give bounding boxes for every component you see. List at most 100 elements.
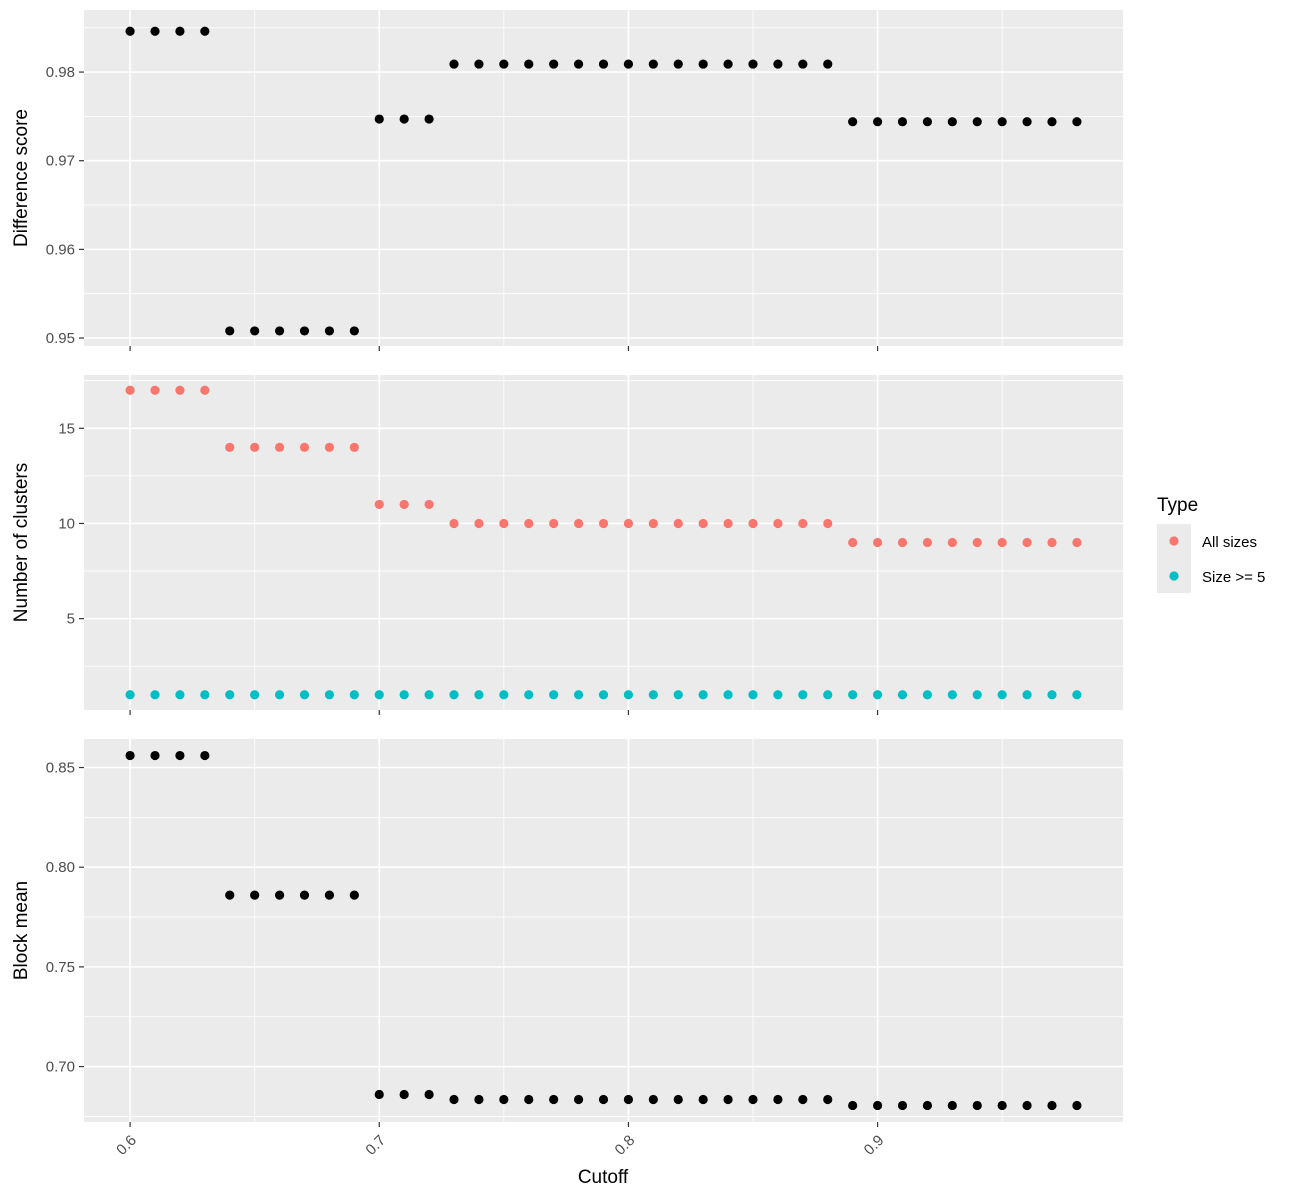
data-point xyxy=(648,690,658,700)
data-point xyxy=(648,1094,658,1105)
data-point xyxy=(698,690,708,700)
data-point xyxy=(499,518,509,529)
data-point xyxy=(573,1094,584,1105)
data-point xyxy=(823,690,833,700)
data-point xyxy=(773,518,783,529)
data-point xyxy=(673,1094,683,1105)
x-tick-label: 0.7 xyxy=(362,1132,389,1159)
data-point xyxy=(225,890,235,900)
data-point xyxy=(872,117,883,127)
data-point xyxy=(150,385,160,395)
data-point xyxy=(524,690,534,700)
y-tick-label: 0.80 xyxy=(46,859,75,876)
data-point xyxy=(1072,117,1082,127)
data-point xyxy=(972,1100,982,1111)
data-point xyxy=(324,326,335,336)
data-point xyxy=(499,1094,509,1105)
data-point xyxy=(499,59,509,69)
data-point xyxy=(997,1100,1007,1111)
data-point xyxy=(374,1089,384,1100)
data-point xyxy=(773,690,783,700)
data-point xyxy=(524,518,534,529)
data-point xyxy=(449,1094,459,1105)
data-point xyxy=(474,690,484,700)
data-point xyxy=(549,690,559,700)
data-point xyxy=(773,59,783,69)
y-tick-label: 0.85 xyxy=(46,760,75,777)
data-point xyxy=(1022,690,1032,700)
data-point xyxy=(250,690,260,700)
data-point xyxy=(299,442,310,452)
data-point xyxy=(200,26,210,36)
data-point xyxy=(798,59,808,69)
data-point xyxy=(225,326,235,336)
data-point xyxy=(150,750,160,761)
data-point xyxy=(1022,1100,1032,1111)
legend: Type All sizes Size >= 5 xyxy=(1157,495,1265,593)
data-point xyxy=(872,537,883,548)
legend-key-background xyxy=(1157,524,1191,593)
data-point xyxy=(200,750,210,761)
data-point xyxy=(748,1094,758,1105)
data-point xyxy=(125,750,135,761)
series-all-sizes xyxy=(125,385,1082,548)
data-point xyxy=(274,326,285,336)
data-point xyxy=(424,1089,434,1100)
y-axis-title-number-of-clusters: Number of clusters xyxy=(11,463,32,622)
data-point xyxy=(798,1094,808,1105)
data-point xyxy=(524,59,534,69)
y-axis-title-difference-score: Difference score xyxy=(11,109,32,247)
data-point xyxy=(748,59,758,69)
data-point xyxy=(598,518,609,529)
panel-background xyxy=(84,739,1123,1122)
legend-label-all-sizes: All sizes xyxy=(1202,534,1257,551)
data-point xyxy=(349,890,359,900)
data-point xyxy=(250,890,260,900)
data-point xyxy=(274,442,285,452)
data-point xyxy=(125,385,135,395)
data-point xyxy=(947,537,957,548)
series-size-5 xyxy=(125,690,1082,700)
y-tick-label: 0.75 xyxy=(46,959,75,976)
data-point xyxy=(848,117,858,127)
y-tick-label: 0.98 xyxy=(46,64,75,81)
data-point xyxy=(449,59,459,69)
data-point xyxy=(848,690,858,700)
data-point xyxy=(324,690,335,700)
data-point xyxy=(175,385,185,395)
data-point xyxy=(549,518,559,529)
series-series xyxy=(125,26,1082,336)
data-point xyxy=(922,537,933,548)
panel-block-mean: 0.70 0.75 0.80 0.85 Block mean xyxy=(11,739,1123,1127)
data-point xyxy=(723,1094,733,1105)
data-point xyxy=(972,690,982,700)
data-point xyxy=(673,518,683,529)
data-point xyxy=(798,690,808,700)
data-point xyxy=(872,690,883,700)
data-point xyxy=(922,1100,933,1111)
series-series xyxy=(125,750,1082,1111)
legend-key-size-ge-5 xyxy=(1169,571,1179,581)
data-point xyxy=(399,114,409,124)
y-tick-label: 0.95 xyxy=(46,330,75,347)
data-point xyxy=(1022,537,1032,548)
data-point xyxy=(474,518,484,529)
data-point xyxy=(897,690,908,700)
panel-number-of-clusters: 5 10 15 Number of clusters xyxy=(11,375,1123,715)
data-point xyxy=(922,117,933,127)
data-point xyxy=(698,1094,708,1105)
data-point xyxy=(1047,117,1057,127)
data-point xyxy=(200,385,210,395)
data-point xyxy=(549,1094,559,1105)
data-point xyxy=(499,690,509,700)
panel-difference-score: 0.95 0.96 0.97 0.98 Difference score xyxy=(11,10,1123,351)
data-point xyxy=(1022,117,1032,127)
data-point xyxy=(399,690,409,700)
data-point xyxy=(972,537,982,548)
data-point xyxy=(922,690,933,700)
data-point xyxy=(125,26,135,36)
data-point xyxy=(349,326,359,336)
data-point xyxy=(399,499,409,510)
data-point xyxy=(1047,690,1057,700)
